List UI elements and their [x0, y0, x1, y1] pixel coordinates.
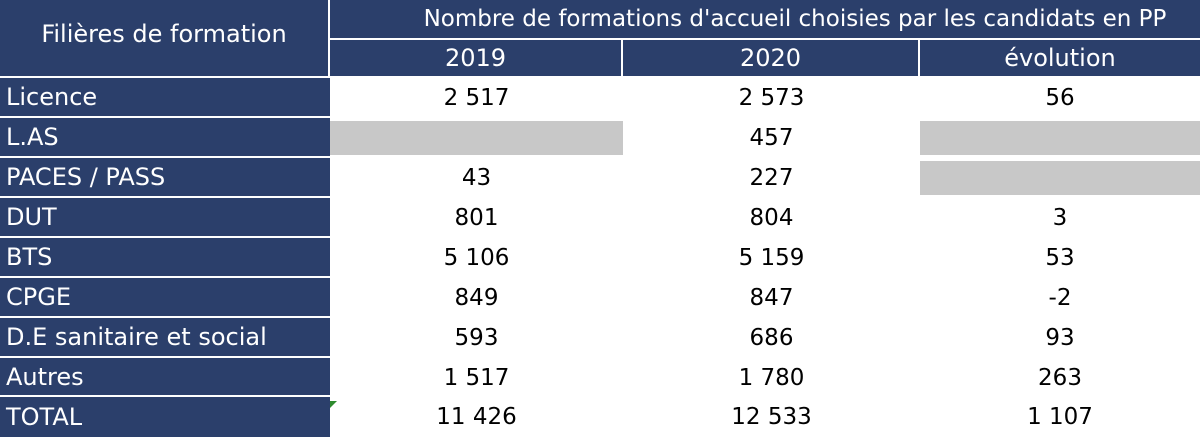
- cell-cpge-evolution: -2: [920, 278, 1200, 318]
- cell-total-2020: 12 533: [623, 397, 920, 437]
- cell-bts-2019: 5 106: [330, 238, 623, 278]
- cell-las-2020: 457: [623, 118, 920, 158]
- row-label-de-sanitaire-social: D.E sanitaire et social: [0, 318, 330, 358]
- cell-dut-2020: 804: [623, 198, 920, 238]
- cell-las-evolution-blank: [920, 121, 1200, 155]
- row-label-bts: BTS: [0, 238, 330, 278]
- column-header-evolution: évolution: [920, 40, 1200, 78]
- column-header-2019: 2019: [330, 40, 623, 78]
- row-label-autres: Autres: [0, 358, 330, 397]
- cell-las-2019-blank: [330, 121, 623, 155]
- group-header: Nombre de formations d'accueil choisies …: [330, 0, 1200, 40]
- cell-total-2019: 11 426: [330, 397, 623, 437]
- cell-paces-2019: 43: [330, 158, 623, 198]
- cell-bts-evolution: 53: [920, 238, 1200, 278]
- column-header-2020: 2020: [623, 40, 920, 78]
- row-label-cpge: CPGE: [0, 278, 330, 318]
- cell-licence-evolution: 56: [920, 78, 1200, 118]
- row-label-paces-pass: PACES / PASS: [0, 158, 330, 198]
- cell-cpge-2019: 849: [330, 278, 623, 318]
- cell-autres-2020: 1 780: [623, 358, 920, 397]
- cell-bts-2020: 5 159: [623, 238, 920, 278]
- cell-de-2019: 593: [330, 318, 623, 358]
- row-label-header: Filières de formation: [0, 0, 330, 78]
- cell-dut-2019: 801: [330, 198, 623, 238]
- cell-paces-2020: 227: [623, 158, 920, 198]
- row-label-dut: DUT: [0, 198, 330, 238]
- row-label-licence: Licence: [0, 78, 330, 118]
- cell-paces-evolution-blank: [920, 161, 1200, 195]
- cell-cpge-2020: 847: [623, 278, 920, 318]
- row-label-total: TOTAL: [0, 397, 330, 437]
- cell-de-evolution: 93: [920, 318, 1200, 358]
- cell-dut-evolution: 3: [920, 198, 1200, 238]
- cell-licence-2020: 2 573: [623, 78, 920, 118]
- cell-autres-evolution: 263: [920, 358, 1200, 397]
- cell-de-2020: 686: [623, 318, 920, 358]
- cell-autres-2019: 1 517: [330, 358, 623, 397]
- cell-licence-2019: 2 517: [330, 78, 623, 118]
- cell-total-evolution: 1 107: [920, 397, 1200, 437]
- row-label-las: L.AS: [0, 118, 330, 158]
- cell-comment-marker: [330, 401, 337, 408]
